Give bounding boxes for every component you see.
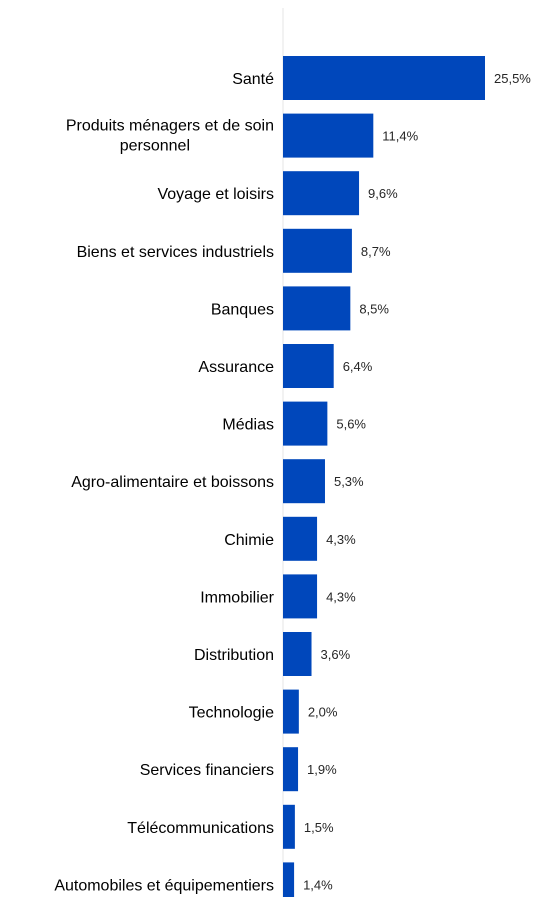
category-label-14: Télécommunications — [127, 820, 274, 837]
category-label-1: Santé — [232, 71, 274, 88]
bar-6 — [283, 344, 334, 388]
category-label-10: Immobilier — [200, 589, 274, 606]
bar-10 — [283, 574, 318, 619]
bar-1 — [283, 56, 485, 100]
category-label-8: Agro-alimentaire et boissons — [71, 474, 274, 491]
category-label-6: Assurance — [198, 359, 274, 376]
category-label-5: Banques — [211, 301, 274, 318]
bar-7 — [283, 401, 328, 446]
value-label-8: 5,3% — [334, 474, 364, 489]
bar-8 — [283, 459, 325, 504]
value-label-3: 9,6% — [368, 186, 398, 201]
category-label-4: Biens et services industriels — [77, 244, 274, 261]
category-label-group: Santé Produits ménagers et de soin personn… — [54, 71, 274, 894]
bar-11 — [283, 632, 312, 676]
bar-4 — [283, 228, 352, 273]
value-label-11: 3,6% — [321, 647, 351, 662]
bar-14 — [283, 804, 295, 849]
category-label-13: Services financiers — [140, 762, 274, 779]
value-label-group: 25,5% 11,4% 9,6% 8,7% 8,5% 6,4% 5,6% 5,3% 4,3% 4,… — [303, 71, 531, 892]
category-label-15: Automobiles et équipementiers — [54, 877, 274, 894]
value-label-2: 11,4% — [382, 129, 418, 144]
bar-15 — [283, 862, 295, 897]
bar-group — [283, 56, 485, 897]
value-label-6: 6,4% — [343, 359, 373, 374]
category-label-7: Médias — [222, 417, 274, 434]
bar-5 — [283, 286, 351, 331]
category-label-9: Chimie — [224, 532, 274, 549]
bar-3 — [283, 171, 360, 216]
category-label-2: Produits ménagers et de soin personnel — [66, 118, 274, 155]
value-label-9: 4,3% — [326, 532, 356, 547]
bar-2 — [283, 113, 374, 158]
value-label-10: 4,3% — [326, 589, 356, 604]
value-label-13: 1,9% — [307, 762, 337, 777]
category-label-12: Technologie — [189, 705, 275, 722]
category-label-11: Distribution — [194, 647, 274, 664]
value-label-7: 5,6% — [336, 417, 366, 432]
value-label-4: 8,7% — [361, 244, 391, 259]
bar-9 — [283, 516, 318, 561]
value-label-15: 1,4% — [303, 877, 333, 892]
value-label-14: 1,5% — [304, 820, 334, 835]
value-label-1: 25,5% — [494, 71, 531, 86]
value-label-12: 2,0% — [308, 705, 338, 720]
category-label-3: Voyage et loisirs — [157, 186, 274, 203]
bar-12 — [283, 689, 299, 734]
bar-13 — [283, 747, 299, 792]
value-label-5: 8,5% — [359, 301, 389, 316]
